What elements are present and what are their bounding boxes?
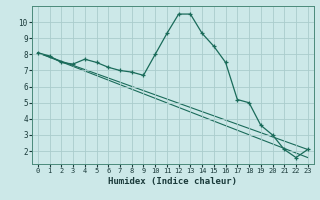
X-axis label: Humidex (Indice chaleur): Humidex (Indice chaleur): [108, 177, 237, 186]
